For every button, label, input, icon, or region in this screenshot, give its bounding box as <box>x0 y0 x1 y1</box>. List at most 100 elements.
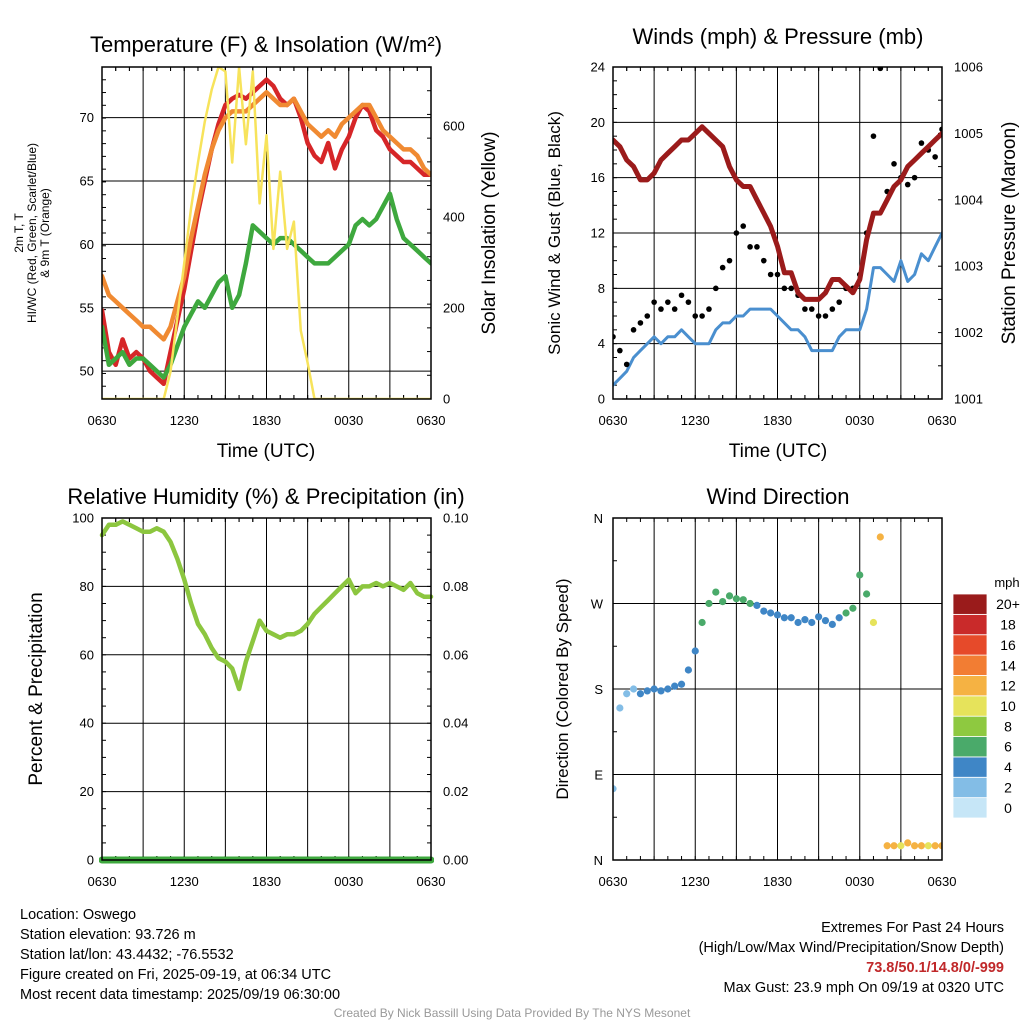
chart-title: Winds (mph) & Pressure (mb) <box>633 24 924 49</box>
gust-point <box>692 313 699 319</box>
legend-swatch <box>952 634 988 656</box>
x-tick-label: 1830 <box>763 413 792 428</box>
legend-swatch <box>952 797 988 819</box>
gust-point <box>918 140 925 146</box>
gust-point <box>808 306 815 312</box>
direction-point <box>869 618 878 627</box>
gust-point <box>754 244 760 250</box>
legend-swatch <box>952 756 988 778</box>
y2-tick-label: 0.00 <box>443 853 468 868</box>
series-line <box>102 77 431 387</box>
x-tick-label: 1830 <box>252 874 281 889</box>
x-tick-label: 0630 <box>417 413 446 428</box>
direction-point <box>739 596 747 604</box>
legend-swatch <box>952 675 988 697</box>
y-tick-label: N <box>594 853 603 868</box>
gust-point <box>836 299 842 305</box>
x-axis-label: Time (UTC) <box>729 441 828 462</box>
location-text: Location: Oswego <box>20 907 137 923</box>
y-tick-label: 8 <box>598 281 605 296</box>
gust-point <box>747 244 753 250</box>
y-tick-label: 55 <box>80 300 94 315</box>
x-tick-label: 0630 <box>599 413 628 428</box>
temperature-chart: 0630 1230 1830 0030 0630 Temperature (F) & In… <box>12 32 500 462</box>
y-tick-label: 60 <box>80 237 94 252</box>
gust-point <box>904 181 911 188</box>
y2-axis-label: Solar Insolation (Yellow) <box>479 131 500 334</box>
latlon-text: Station lat/lon: 43.4432; -76.5532 <box>20 947 234 963</box>
gust-point <box>740 223 747 229</box>
direction-point <box>897 842 905 850</box>
x-tick-label: 0630 <box>88 874 117 889</box>
y-tick-label: 12 <box>591 226 605 241</box>
y-axis-label: Direction (Colored By Speed) <box>553 578 572 799</box>
y-axis-label: Percent & Precipitation <box>26 592 47 785</box>
chart-title: Wind Direction <box>706 484 849 509</box>
y-tick-label: 16 <box>591 170 605 185</box>
legend-title: mph <box>994 575 1019 590</box>
direction-point <box>671 682 679 690</box>
plot-frame <box>612 517 943 861</box>
gust-point <box>637 320 644 326</box>
series-line <box>613 124 942 302</box>
legend-swatch <box>952 695 988 717</box>
gust-point <box>877 67 884 72</box>
direction-point <box>767 609 775 617</box>
y2-tick-label: 0.10 <box>443 511 468 526</box>
gust-point <box>726 257 733 264</box>
direction-point <box>636 690 645 698</box>
y-tick-label: 80 <box>80 579 94 594</box>
y2-tick-label: 0.08 <box>443 579 468 594</box>
gust-point <box>891 161 897 167</box>
gust-point <box>760 257 767 264</box>
chart-title: Temperature (F) & Insolation (W/m²) <box>90 32 442 57</box>
extremes-subtitle: (High/Low/Max Wind/Precipitation/Snow De… <box>698 940 1004 956</box>
credit-text: Created By Nick Bassill Using Data Provi… <box>333 1006 691 1020</box>
legend-swatch <box>952 715 988 737</box>
direction-point <box>794 618 802 627</box>
y-axis-label-line: & 9m T (Orange) <box>38 188 52 278</box>
gust-point <box>651 299 657 305</box>
x-tick-label: 0630 <box>599 874 628 889</box>
y-tick-label: 0 <box>598 392 605 407</box>
series-line <box>99 519 434 692</box>
legend-label: 14 <box>1000 657 1016 673</box>
direction-point <box>828 620 836 629</box>
legend-swatch <box>952 593 988 615</box>
y-tick-label: 40 <box>80 716 94 731</box>
y-axis-label-line: HI/WC (Red, Green, Scarlet/Blue) <box>25 143 39 323</box>
direction-point <box>801 616 809 624</box>
x-tick-label: 0630 <box>928 413 957 428</box>
gust-point <box>911 174 918 181</box>
direction-point <box>917 842 926 850</box>
gust-point <box>671 306 678 312</box>
legend-label: 20+ <box>996 596 1020 612</box>
direction-point <box>821 617 830 625</box>
gust-point <box>774 271 781 278</box>
direction-point <box>657 687 665 695</box>
legend-swatch <box>952 654 988 676</box>
legend-label: 6 <box>1004 739 1012 755</box>
direction-points <box>613 533 942 850</box>
direction-point <box>629 685 638 693</box>
legend-label: 18 <box>1000 617 1016 633</box>
x-tick-label: 0030 <box>845 874 874 889</box>
y-tick-label: E <box>594 768 603 783</box>
gust-point <box>932 154 938 160</box>
gust-point <box>719 264 726 271</box>
direction-point <box>808 618 816 627</box>
y2-tick-label: 1003 <box>954 259 983 274</box>
plot-frame <box>101 66 432 400</box>
direction-point <box>890 842 898 850</box>
legend-swatch <box>952 776 988 799</box>
direction-point <box>863 590 871 598</box>
legend-label: 12 <box>1000 678 1016 694</box>
humidity-chart: 0630 1230 1830 0030 0630 Relative Humidity (%… <box>26 484 468 889</box>
created-text: Figure created on Fri, 2025-09-19, at 06… <box>20 967 332 983</box>
gust-point <box>678 292 685 299</box>
gust-point <box>822 313 829 319</box>
legend-label: 2 <box>1004 779 1012 795</box>
y-tick-label: 50 <box>80 364 94 379</box>
x-tick-label: 0630 <box>88 413 117 428</box>
y-axis-label-line: 2m T, T <box>12 213 26 253</box>
